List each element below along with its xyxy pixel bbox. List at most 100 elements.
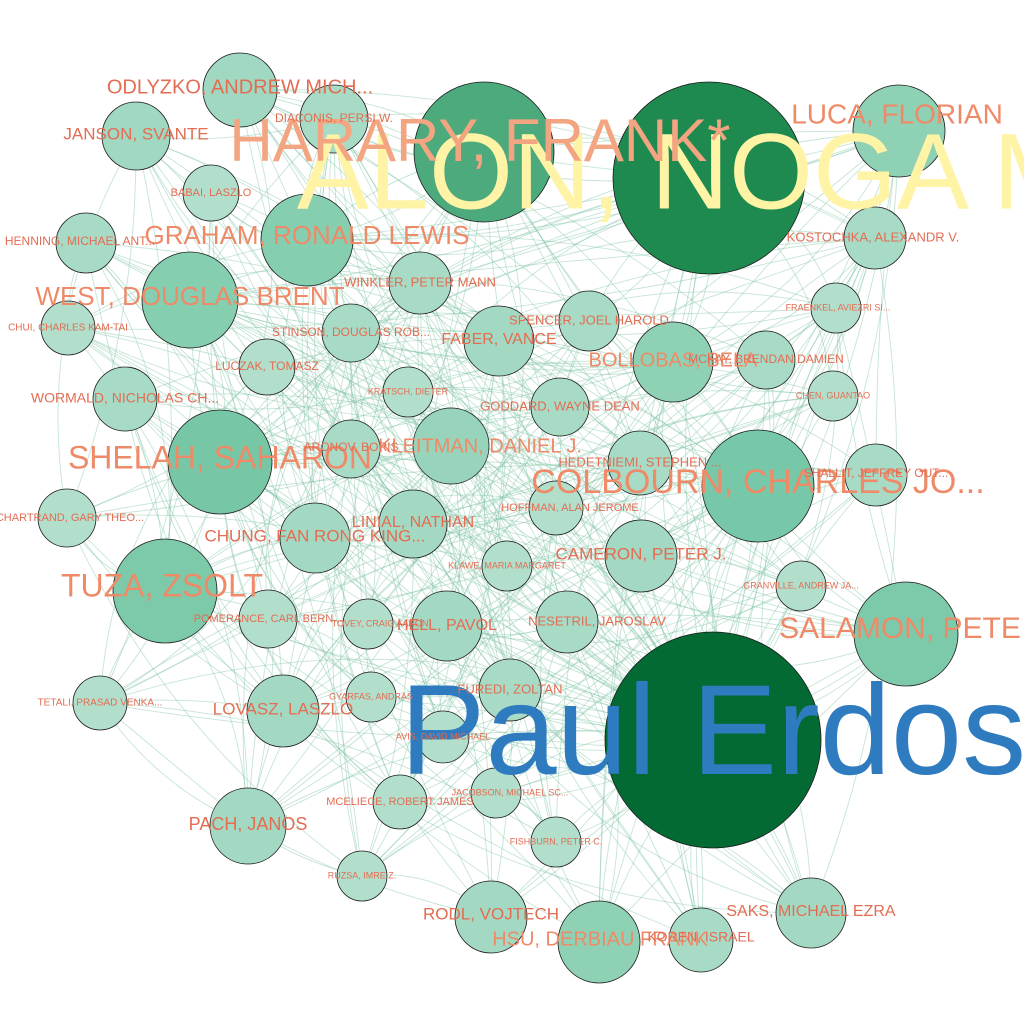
label-gyarfas: GYARFAS, ANDRAS bbox=[329, 691, 413, 701]
node-stinson[interactable] bbox=[321, 303, 381, 363]
node-erdos[interactable] bbox=[604, 631, 822, 849]
label-korner: KOREN, ISRAEL bbox=[647, 929, 755, 945]
node-mceliece[interactable] bbox=[372, 774, 428, 830]
edge-harary-korner bbox=[483, 151, 702, 941]
label-henning: HENNING, MICHAEL ANT... bbox=[5, 234, 155, 248]
node-janson[interactable] bbox=[101, 101, 171, 171]
node-saks[interactable] bbox=[775, 877, 847, 949]
edge-tuza-saks bbox=[164, 590, 812, 914]
edge-shelah-kostochka bbox=[219, 237, 876, 463]
edge-pomerance-hedetniemi bbox=[267, 462, 641, 620]
node-furedi[interactable] bbox=[478, 658, 542, 722]
edge-fraenkel-shelah bbox=[219, 307, 837, 463]
label-tovey: TOVEY, CRAIG AARON bbox=[332, 618, 429, 628]
node-chen[interactable] bbox=[807, 370, 859, 422]
edge-salamon-hell bbox=[446, 614, 907, 635]
edge-harary-pach bbox=[242, 151, 485, 827]
node-mckay[interactable] bbox=[736, 330, 796, 390]
node-gyarfas[interactable] bbox=[345, 671, 397, 723]
label-chen: CHEN, GUANTAO bbox=[796, 390, 870, 400]
node-cameron[interactable] bbox=[604, 519, 678, 593]
label-nesetril: NESETRIL, JAROSLAV bbox=[528, 613, 666, 628]
edge-chen-lovasz bbox=[282, 395, 834, 712]
label-linial: LINIAL, NATHAN bbox=[352, 514, 474, 531]
node-salamon[interactable] bbox=[853, 581, 959, 687]
node-luczak[interactable] bbox=[238, 338, 296, 396]
node-nesetril[interactable] bbox=[535, 590, 599, 654]
node-shelah[interactable] bbox=[167, 409, 273, 515]
node-chung[interactable] bbox=[279, 502, 351, 574]
edge-fraenkel-graham bbox=[306, 234, 837, 309]
node-klawe[interactable] bbox=[481, 540, 533, 592]
node-harary[interactable] bbox=[413, 81, 555, 223]
node-henning[interactable] bbox=[55, 212, 117, 274]
node-bollobas[interactable] bbox=[632, 321, 714, 403]
node-luca[interactable] bbox=[852, 84, 946, 178]
node-fishburn[interactable] bbox=[530, 816, 582, 868]
edge-west-spencer bbox=[189, 299, 590, 332]
node-winkler[interactable] bbox=[388, 251, 452, 315]
node-hedetniemi[interactable] bbox=[607, 430, 673, 496]
edge-klawe-chui bbox=[67, 327, 508, 567]
node-faber[interactable] bbox=[463, 305, 535, 377]
label-odlyzko: ODLYZKO, ANDREW MICH... bbox=[107, 76, 373, 98]
edge-saks-fraenkel bbox=[761, 307, 837, 914]
edge-fishburn-hoffman bbox=[540, 507, 557, 843]
node-aronov[interactable] bbox=[321, 419, 381, 479]
edge-aronov-chui bbox=[67, 327, 352, 450]
edge-hell-bollobas bbox=[446, 361, 674, 627]
label-mceliece: MCELIECE, ROBERT JAMES bbox=[326, 796, 474, 808]
label-wormald: WORMALD, NICHOLAS CH... bbox=[31, 390, 219, 406]
edge-babai-klawe bbox=[210, 192, 508, 567]
node-chartrand[interactable] bbox=[37, 488, 97, 548]
edge-colbourn-shelah bbox=[219, 458, 759, 487]
node-west[interactable] bbox=[141, 251, 239, 349]
node-avis[interactable] bbox=[416, 710, 470, 764]
edge-chen-graham bbox=[306, 239, 834, 397]
node-tetali[interactable] bbox=[72, 675, 128, 731]
label-hedetniemi: HEDETNIEMI, STEPHEN ... bbox=[558, 454, 721, 469]
node-granville[interactable] bbox=[775, 560, 827, 612]
edge-pomerance-luca bbox=[267, 130, 900, 620]
node-colbourn[interactable] bbox=[701, 429, 815, 543]
node-hsu[interactable] bbox=[557, 900, 641, 984]
edge-shallit-klawe bbox=[506, 467, 877, 567]
node-pomerance[interactable] bbox=[238, 589, 298, 649]
edge-shelah-kostochka bbox=[219, 237, 876, 463]
node-wormald[interactable] bbox=[92, 366, 158, 432]
node-tovey[interactable] bbox=[342, 598, 394, 650]
node-babai[interactable] bbox=[182, 164, 240, 222]
label-winkler: WINKLER, PETER MANN bbox=[344, 274, 496, 289]
edge-granville-hell bbox=[446, 585, 802, 644]
node-chui[interactable] bbox=[40, 300, 96, 356]
node-rodl[interactable] bbox=[454, 880, 528, 954]
node-diaconis[interactable] bbox=[299, 84, 369, 154]
node-spencer[interactable] bbox=[558, 290, 620, 352]
node-linial[interactable] bbox=[378, 489, 448, 559]
edge-fraenkel-kratsch bbox=[407, 291, 837, 393]
node-graham[interactable] bbox=[260, 193, 354, 287]
node-jacobson[interactable] bbox=[470, 767, 522, 819]
edge-bollobas-west bbox=[189, 299, 674, 365]
label-faber: FABER, VANCE bbox=[441, 331, 556, 348]
edge-linial-korner bbox=[412, 523, 702, 941]
node-shallit[interactable] bbox=[844, 443, 908, 507]
node-kratsch[interactable] bbox=[382, 366, 434, 418]
node-lovasz[interactable] bbox=[246, 674, 320, 748]
node-pach[interactable] bbox=[209, 787, 287, 865]
node-hoffman[interactable] bbox=[528, 480, 584, 536]
node-kleitman[interactable] bbox=[412, 407, 490, 485]
node-fraenkel[interactable] bbox=[810, 282, 862, 334]
edge-chartrand-janson bbox=[66, 135, 137, 519]
node-ruzsa[interactable] bbox=[336, 850, 388, 902]
edge-wormald-hell bbox=[124, 398, 448, 627]
node-goddard[interactable] bbox=[530, 377, 590, 437]
node-alon[interactable] bbox=[612, 81, 806, 275]
node-korner[interactable] bbox=[668, 907, 734, 973]
label-jacobson: JACOBSON, MICHAEL SC... bbox=[452, 787, 569, 797]
edge-furedi-aronov bbox=[350, 448, 511, 691]
node-odlyzko[interactable] bbox=[202, 52, 278, 128]
node-hell[interactable] bbox=[411, 590, 483, 662]
node-kostochka[interactable] bbox=[843, 206, 907, 270]
node-tuza[interactable] bbox=[112, 538, 218, 644]
